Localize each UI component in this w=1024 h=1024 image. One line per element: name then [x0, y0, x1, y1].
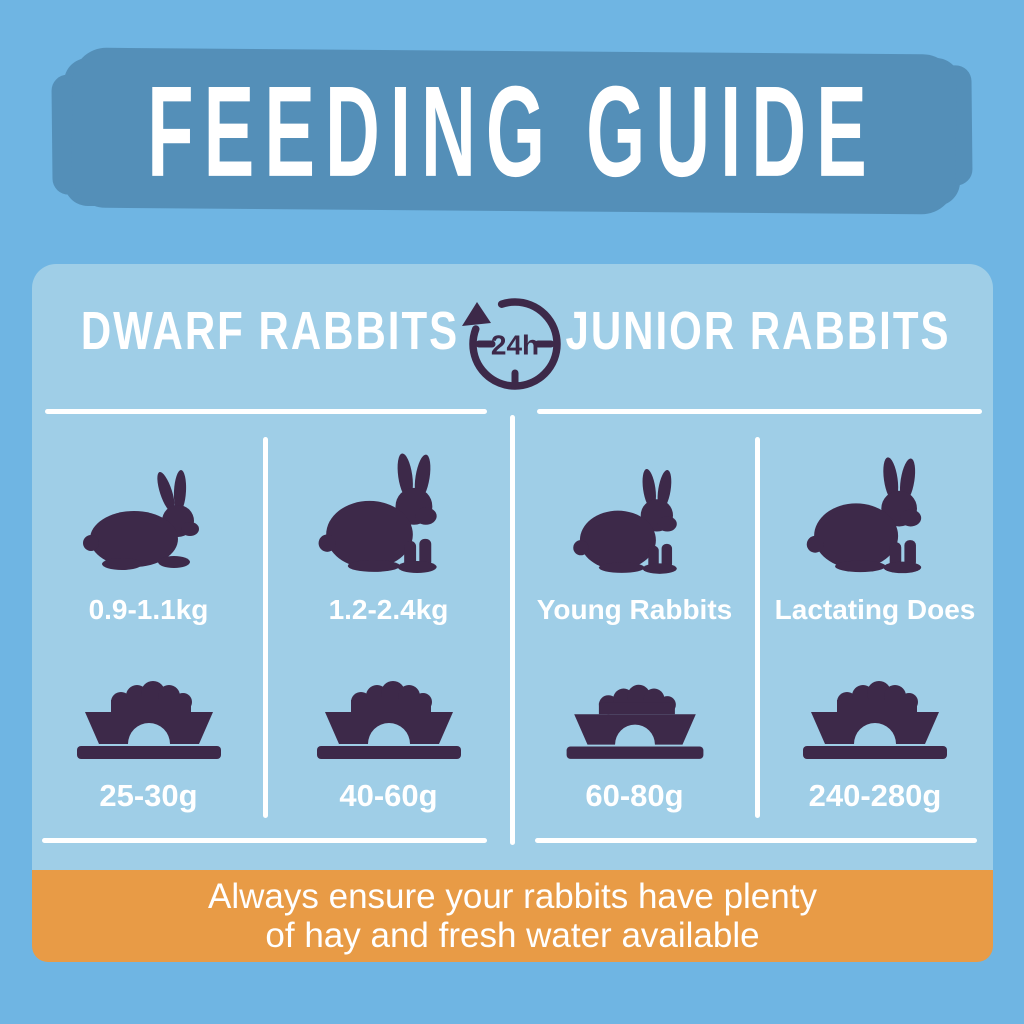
- divider-bottom-left: [42, 838, 487, 843]
- feeding-chart-panel: DWARF RABBITS 24h JUNIOR RABBITS 0.9-1.1…: [32, 264, 993, 870]
- rabbit-icon: [568, 430, 702, 580]
- section-heading-label: DWARF RABBITS: [80, 300, 460, 361]
- feed-amount-label: 25-30g: [99, 778, 198, 813]
- title-banner: FEEDING GUIDE: [64, 58, 960, 206]
- column-dwarf-small: 0.9-1.1kg 25-30g: [32, 430, 265, 830]
- divider-bottom-right: [535, 838, 977, 843]
- footer-note: Always ensure your rabbits have plenty o…: [32, 870, 993, 962]
- group-label: Young Rabbits: [536, 594, 733, 625]
- weight-range-label: 1.2-2.4kg: [328, 594, 449, 625]
- food-bowl-icon: [794, 640, 956, 762]
- divider-junior-columns: [755, 437, 760, 818]
- section-heading-dwarf-rabbits: DWARF RABBITS: [70, 300, 470, 362]
- rabbit-icon: [74, 430, 224, 580]
- column-young-rabbits: Young Rabbits 60-80g: [512, 430, 757, 830]
- feed-amount-label: 40-60g: [339, 778, 438, 813]
- group-label: Lactating Does: [774, 594, 976, 625]
- footer-line-2: of hay and fresh water available: [265, 916, 760, 955]
- column-lactating-does: Lactating Does 240-280g: [757, 430, 993, 830]
- food-bowl-icon: [559, 640, 711, 762]
- divider-dwarf-columns: [263, 437, 268, 818]
- divider-center-vertical: [510, 415, 515, 845]
- arrow-head-icon: [462, 302, 491, 326]
- rabbit-icon: [801, 430, 949, 580]
- divider-top-right: [537, 409, 982, 414]
- footer-line-1: Always ensure your rabbits have plenty: [208, 876, 817, 916]
- divider-top-left: [45, 409, 487, 414]
- food-bowl-icon: [308, 640, 470, 762]
- section-heading-label: JUNIOR RABBITS: [565, 300, 951, 361]
- clock-24h-label: 24h: [491, 330, 539, 361]
- food-bowl-icon: [68, 640, 230, 762]
- feed-amount-label: 240-280g: [808, 778, 942, 813]
- clock-icon: 24h: [462, 298, 561, 390]
- rabbit-icon: [313, 430, 465, 580]
- section-heading-junior-rabbits: JUNIOR RABBITS: [558, 300, 958, 362]
- column-dwarf-large: 1.2-2.4kg 40-60g: [265, 430, 512, 830]
- daily-cycle-24h-icon: 24h: [447, 282, 577, 402]
- feed-amount-label: 60-80g: [585, 778, 684, 813]
- page-title: FEEDING GUIDE: [147, 59, 877, 205]
- weight-range-label: 0.9-1.1kg: [88, 594, 209, 625]
